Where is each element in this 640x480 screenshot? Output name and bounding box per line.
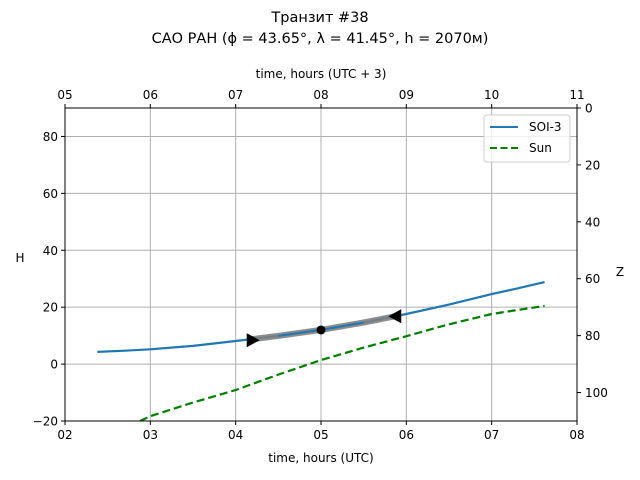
- y-tick-label: 0: [50, 358, 58, 372]
- x-top-tick-label: 07: [228, 88, 243, 102]
- x-top-tick-label: 09: [399, 88, 414, 102]
- legend-label-soi-3: SOI-3: [529, 120, 562, 134]
- y-axis-label: H: [15, 251, 24, 265]
- series-line-sun: [139, 304, 545, 421]
- y-tick-label: 20: [43, 301, 58, 315]
- legend: SOI-3 Sun: [483, 114, 571, 163]
- x-tick-label: 05: [313, 428, 328, 442]
- y-axis-left: −20 0 20 40 60 80: [33, 130, 65, 429]
- series-group: [97, 281, 545, 421]
- legend-label-sun: Sun: [529, 141, 552, 155]
- y-tick-label: 40: [43, 244, 58, 258]
- y-right-tick-label: 100: [585, 386, 608, 400]
- y-axis-right: 0 20 40 60 80 100: [577, 102, 608, 400]
- y-right-tick-label: 20: [585, 158, 600, 172]
- x-tick-label: 03: [143, 428, 158, 442]
- y-right-tick-label: 60: [585, 272, 600, 286]
- marker-end: [388, 309, 402, 324]
- x-top-tick-label: 08: [313, 88, 328, 102]
- x-axis-top: 05 06 07 08 09 10 11: [57, 88, 585, 108]
- x-tick-label: 02: [57, 428, 72, 442]
- marker-culmination: [316, 325, 326, 335]
- x-tick-label: 04: [228, 428, 243, 442]
- y-axis-right-label: Z: [616, 265, 624, 279]
- x-top-tick-label: 05: [57, 88, 72, 102]
- y-right-tick-label: 0: [585, 102, 593, 116]
- y-right-tick-label: 40: [585, 215, 600, 229]
- y-right-tick-label: 80: [585, 329, 600, 343]
- x-axis-bottom: 02 03 04 05 06 07 08: [57, 421, 585, 442]
- chart-title-line1: Транзит #38: [270, 10, 368, 26]
- x-top-tick-label: 10: [484, 88, 499, 102]
- x-tick-label: 07: [484, 428, 499, 442]
- x-top-tick-label: 11: [569, 88, 584, 102]
- chart-title-line2: САО РАН (ϕ = 43.65°, λ = 41.45°, h = 207…: [152, 31, 489, 47]
- marker-start: [246, 333, 260, 348]
- x-axis-label: time, hours (UTC): [268, 451, 373, 465]
- x-tick-label: 06: [399, 428, 414, 442]
- y-tick-label: −20: [33, 415, 58, 429]
- series-layer: [97, 281, 545, 421]
- x-axis-top-label: time, hours (UTC + 3): [256, 67, 387, 81]
- x-top-tick-label: 06: [143, 88, 158, 102]
- x-tick-label: 08: [569, 428, 584, 442]
- y-tick-label: 80: [43, 130, 58, 144]
- y-tick-label: 60: [43, 187, 58, 201]
